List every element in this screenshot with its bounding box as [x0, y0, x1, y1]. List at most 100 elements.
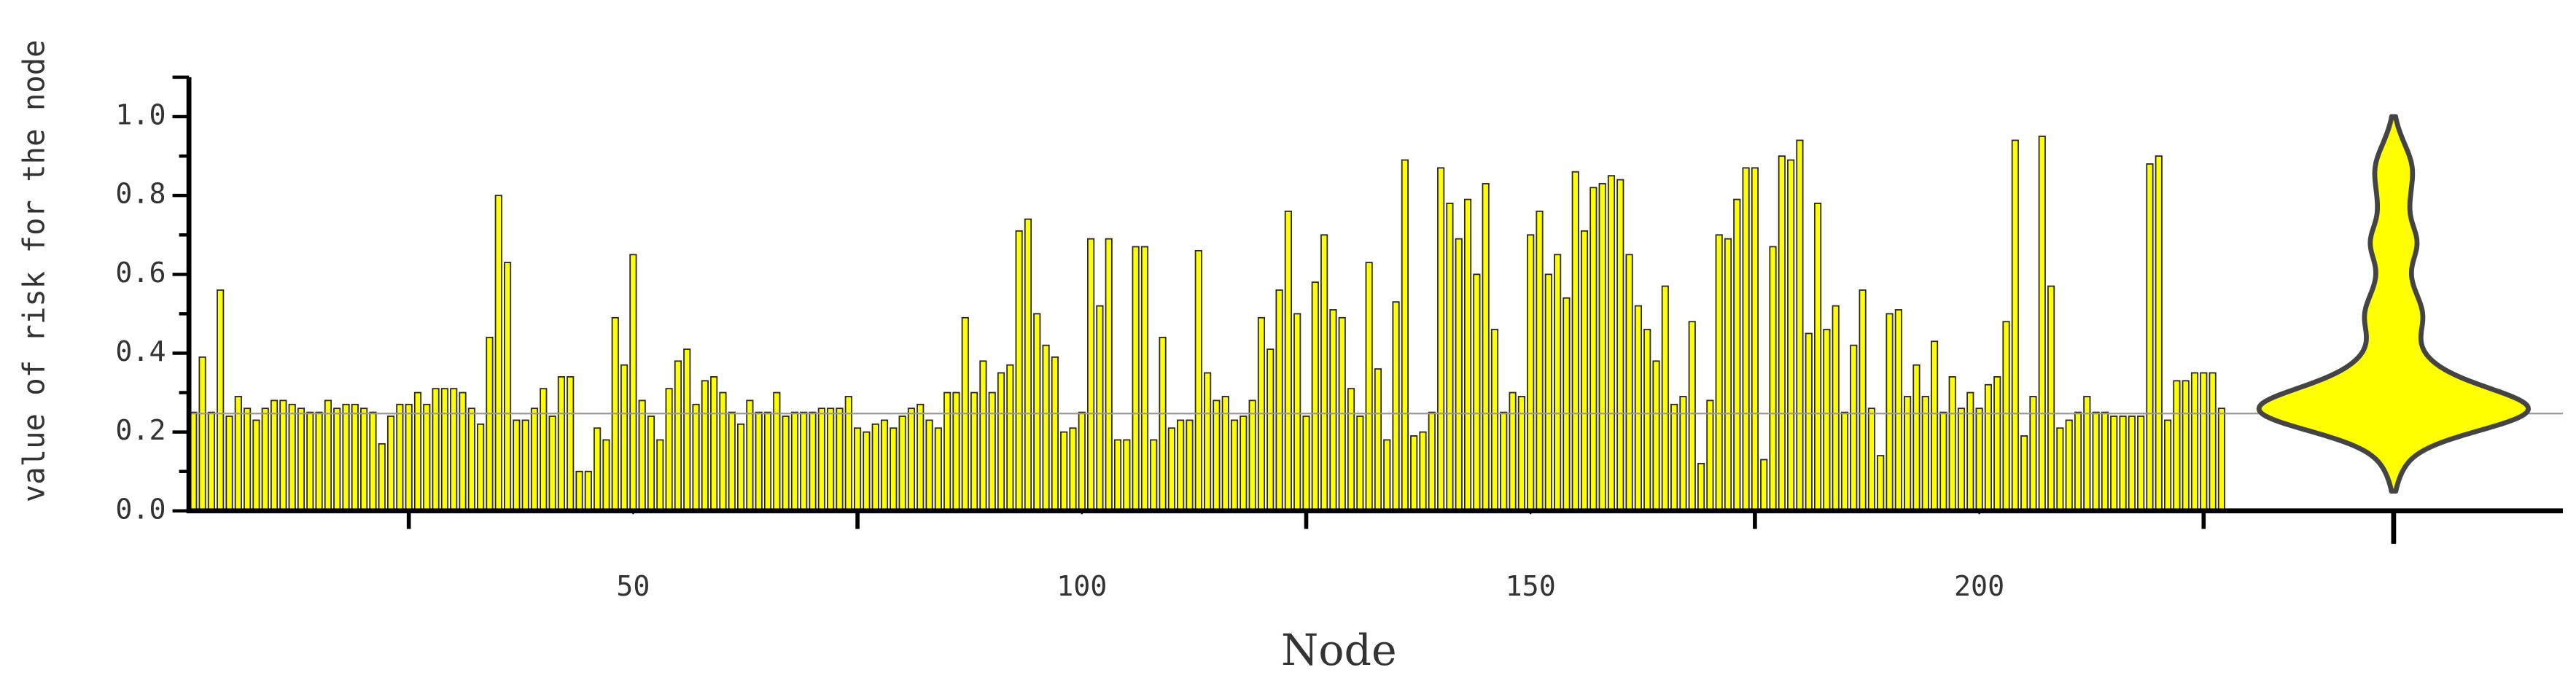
y-axis-label: value of risk for the node — [17, 39, 52, 502]
bar — [584, 470, 592, 512]
bar — [207, 411, 215, 512]
bar — [1787, 159, 1795, 512]
bar — [1159, 336, 1167, 512]
bar — [1957, 408, 1966, 512]
bar — [988, 391, 996, 512]
bar — [1213, 399, 1221, 512]
bar — [1293, 313, 1301, 512]
bar — [1894, 309, 1902, 512]
bar — [1392, 301, 1400, 512]
bar — [1877, 455, 1885, 512]
bar — [1105, 238, 1113, 512]
bar — [396, 403, 404, 512]
bar — [1850, 344, 1858, 512]
bar — [575, 470, 583, 512]
bar — [1024, 218, 1032, 512]
bar — [1284, 210, 1292, 512]
bar — [1482, 183, 1490, 512]
y-tick-label: 0.6 — [115, 257, 166, 289]
bar — [1607, 175, 1616, 512]
bar — [1948, 376, 1956, 512]
bar — [2209, 372, 2217, 512]
bar — [2163, 419, 2172, 512]
bar — [450, 388, 458, 512]
bar — [225, 416, 233, 512]
bar — [1643, 329, 1651, 512]
bar — [790, 411, 799, 512]
bar — [270, 399, 279, 512]
bar — [1275, 289, 1283, 512]
bar — [2092, 411, 2100, 512]
bar — [217, 289, 225, 512]
bar — [1060, 431, 1068, 512]
y-tick-label: 0.8 — [115, 178, 166, 211]
bar — [1204, 372, 1212, 512]
bar — [2128, 416, 2136, 512]
bar — [2011, 139, 2019, 512]
bar — [342, 403, 350, 512]
bar — [1760, 459, 1768, 512]
bar — [1311, 281, 1319, 512]
bar — [1473, 273, 1481, 512]
bar — [629, 254, 637, 512]
bar — [809, 411, 817, 512]
bar — [557, 376, 565, 512]
bar — [486, 336, 494, 512]
bar — [423, 403, 431, 512]
bar — [674, 360, 682, 512]
bar — [1042, 344, 1050, 512]
bar — [1527, 234, 1535, 512]
bar — [567, 376, 575, 512]
bar — [1571, 171, 1579, 512]
bar — [378, 443, 386, 512]
bar — [1823, 329, 1831, 512]
x-axis-label: Node — [1281, 625, 1397, 675]
y-tick-label: 0.2 — [115, 414, 166, 447]
bar — [1446, 203, 1454, 512]
bar — [1365, 262, 1373, 512]
bar — [521, 419, 529, 512]
bar — [2137, 416, 2145, 512]
bar — [1544, 273, 1552, 512]
bar — [1320, 234, 1328, 512]
bar — [1930, 340, 1939, 512]
bar — [1598, 183, 1606, 512]
bar — [386, 416, 395, 512]
bar — [1132, 246, 1140, 512]
bar — [853, 427, 862, 512]
bar — [917, 403, 925, 512]
bar — [817, 408, 825, 512]
x-tick-label: 150 — [1506, 570, 1556, 603]
y-tick-label: 0.4 — [115, 335, 166, 368]
bar — [1912, 364, 1921, 512]
bar — [1096, 305, 1104, 512]
bar — [1240, 416, 1248, 512]
bar — [594, 427, 602, 512]
bar — [1580, 230, 1589, 512]
bar — [907, 408, 916, 512]
bar — [198, 356, 206, 512]
bar — [1886, 313, 1894, 512]
bar — [692, 403, 700, 512]
bar — [467, 408, 475, 512]
bar — [620, 364, 629, 512]
bar — [2110, 416, 2118, 512]
bar — [548, 416, 556, 512]
bar — [1813, 203, 1822, 512]
bar — [880, 419, 889, 512]
bar — [719, 391, 727, 512]
bar — [2074, 411, 2082, 512]
bar — [1661, 285, 1669, 512]
bar — [1419, 431, 1427, 512]
bar — [2020, 435, 2028, 512]
x-tick-label: 100 — [1057, 570, 1107, 603]
bar — [503, 262, 512, 512]
bar — [261, 408, 269, 512]
bar — [1383, 439, 1391, 512]
bar — [494, 195, 502, 512]
bar — [943, 391, 952, 512]
bar — [728, 411, 736, 512]
bar — [871, 423, 879, 512]
bar — [746, 399, 754, 512]
bar — [836, 408, 844, 512]
